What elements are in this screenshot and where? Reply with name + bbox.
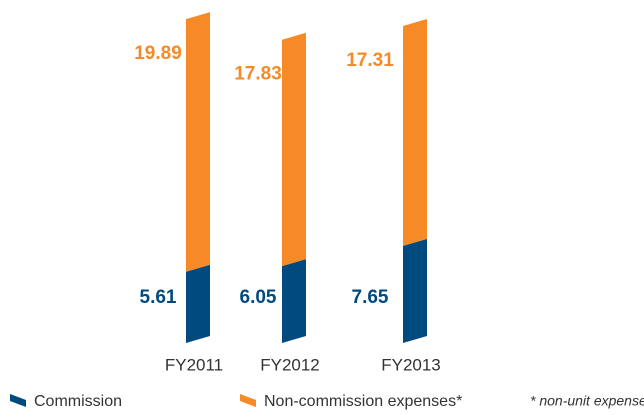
bar-segment (186, 264, 210, 343)
bar-segment (403, 19, 427, 246)
legend-swatch (10, 394, 26, 407)
value-label: 17.83 (234, 64, 282, 85)
x-tick-label: FY2012 (260, 355, 320, 374)
bar-segment (186, 12, 210, 272)
legend-swatch (240, 394, 256, 407)
value-label: 19.89 (134, 43, 182, 64)
value-label: 5.61 (140, 287, 177, 308)
legend-label: Non-commission expenses* (264, 393, 462, 410)
x-tick-label: FY2011 (165, 355, 223, 374)
value-label: 7.65 (352, 287, 389, 308)
bar-segment (282, 259, 306, 343)
x-tick-label: FY2013 (381, 355, 441, 374)
footnote: * non-unit expenses (530, 393, 644, 409)
value-label: 17.31 (346, 50, 394, 71)
value-label: 6.05 (240, 287, 277, 308)
bar-segment (282, 32, 306, 267)
bar-segment (403, 238, 427, 343)
legend-label: Commission (34, 393, 122, 410)
